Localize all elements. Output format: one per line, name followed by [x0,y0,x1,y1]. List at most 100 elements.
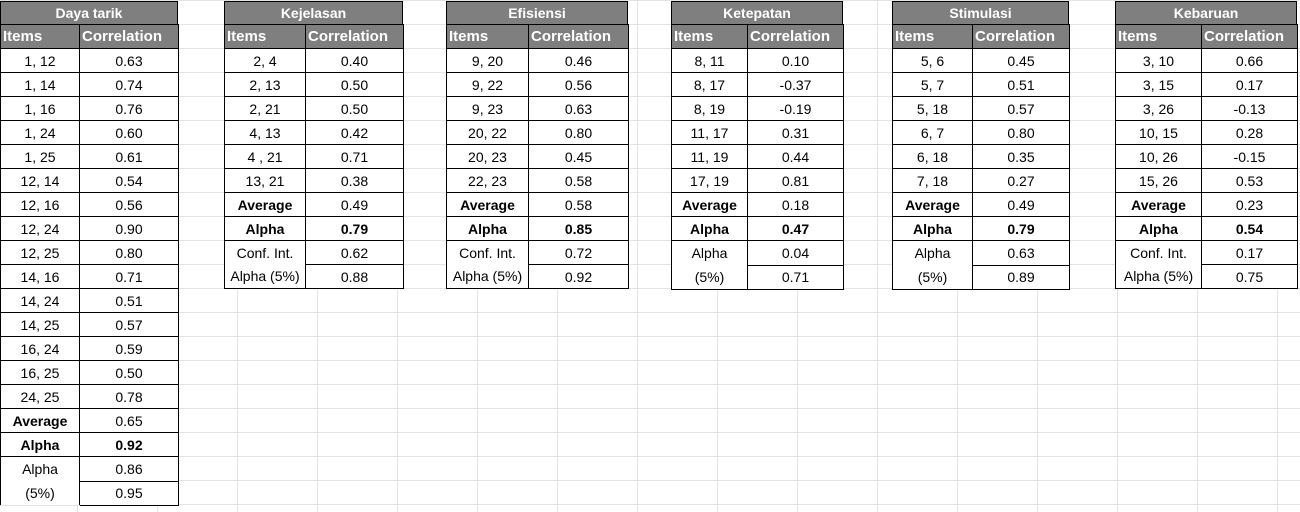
correlation-cell[interactable]: 0.59 [79,336,179,361]
correlation-cell[interactable]: 0.57 [972,96,1070,121]
alpha-value[interactable]: 0.54 [1201,216,1298,241]
correlation-cell[interactable]: -0.19 [747,96,844,121]
items-cell[interactable]: 5, 18 [892,96,973,121]
correlation-cell[interactable]: 0.81 [747,168,844,193]
average-value[interactable]: 0.49 [972,192,1070,217]
correlation-cell[interactable]: -0.15 [1201,144,1298,169]
header-correlation[interactable]: Correlation [972,24,1070,49]
correlation-cell[interactable]: -0.37 [747,72,844,97]
items-cell[interactable]: 8, 17 [671,72,748,97]
header-items[interactable]: Items [671,24,748,49]
header-correlation[interactable]: Correlation [79,24,179,49]
alpha-value[interactable]: 0.85 [528,216,629,241]
header-correlation[interactable]: Correlation [1201,24,1298,49]
conf-high-value[interactable]: 0.75 [1201,264,1298,289]
average-value[interactable]: 0.23 [1201,192,1298,217]
items-cell[interactable]: 14, 24 [0,288,80,313]
average-value[interactable]: 0.58 [528,192,629,217]
items-cell[interactable]: 15, 26 [1115,168,1202,193]
items-cell[interactable]: 4, 13 [224,120,306,145]
items-cell[interactable]: 5, 7 [892,72,973,97]
correlation-cell[interactable]: 0.57 [79,312,179,337]
items-cell[interactable]: 16, 25 [0,360,80,385]
conf-label-1[interactable]: Conf. Int. [446,240,529,265]
items-cell[interactable]: 10, 15 [1115,120,1202,145]
items-cell[interactable]: 1, 24 [0,120,80,145]
correlation-cell[interactable]: 0.71 [79,264,179,289]
alpha-label[interactable]: Alpha [446,216,529,241]
alpha-label[interactable]: Alpha [892,216,973,241]
correlation-cell[interactable]: 0.44 [747,144,844,169]
alpha-value[interactable]: 0.79 [972,216,1070,241]
items-cell[interactable]: 8, 11 [671,48,748,73]
table-title[interactable]: Efisiensi [446,1,628,24]
average-value[interactable]: 0.49 [305,192,404,217]
items-cell[interactable]: 3, 15 [1115,72,1202,97]
table-title[interactable]: Stimulasi [892,1,1069,24]
items-cell[interactable]: 9, 22 [446,72,529,97]
conf-low-value[interactable]: 0.63 [972,240,1070,266]
correlation-cell[interactable]: 0.63 [79,48,179,73]
conf-low-value[interactable]: 0.72 [528,240,629,265]
table-title[interactable]: Daya tarik [0,1,178,24]
conf-high-value[interactable]: 0.95 [79,480,179,506]
average-label[interactable]: Average [446,192,529,217]
header-items[interactable]: Items [1115,24,1202,49]
items-cell[interactable]: 4 , 21 [224,144,306,169]
header-items[interactable]: Items [446,24,529,49]
correlation-cell[interactable]: 0.58 [528,168,629,193]
header-items[interactable]: Items [0,24,80,49]
items-cell[interactable]: 24, 25 [0,384,80,409]
correlation-cell[interactable]: 0.78 [79,384,179,409]
correlation-cell[interactable]: 0.31 [747,120,844,145]
items-cell[interactable]: 17, 19 [671,168,748,193]
correlation-cell[interactable]: 0.80 [972,120,1070,145]
correlation-cell[interactable]: 0.50 [79,360,179,385]
alpha-value[interactable]: 0.47 [747,216,844,241]
average-label[interactable]: Average [1115,192,1202,217]
average-label[interactable]: Average [0,408,80,433]
alpha-value[interactable]: 0.79 [305,216,404,241]
conf-label-cell[interactable]: Alpha (5%) [892,240,973,290]
conf-label-2[interactable]: Alpha (5%) [224,264,306,289]
conf-label-cell[interactable]: Alpha (5%) [671,240,748,290]
table-title[interactable]: Kejelasan [224,1,403,24]
items-cell[interactable]: 13, 21 [224,168,306,193]
conf-low-value[interactable]: 0.86 [79,456,179,482]
alpha-value[interactable]: 0.92 [79,432,179,457]
items-cell[interactable]: 22, 23 [446,168,529,193]
items-cell[interactable]: 12, 25 [0,240,80,265]
alpha-label[interactable]: Alpha [1115,216,1202,241]
conf-high-value[interactable]: 0.88 [305,264,404,289]
alpha-label[interactable]: Alpha [0,432,80,457]
items-cell[interactable]: 10, 26 [1115,144,1202,169]
conf-low-value[interactable]: 0.17 [1201,240,1298,265]
correlation-cell[interactable]: 0.17 [1201,72,1298,97]
items-cell[interactable]: 11, 17 [671,120,748,145]
items-cell[interactable]: 11, 19 [671,144,748,169]
items-cell[interactable]: 12, 24 [0,216,80,241]
header-correlation[interactable]: Correlation [747,24,844,49]
correlation-cell[interactable]: 0.53 [1201,168,1298,193]
average-label[interactable]: Average [892,192,973,217]
items-cell[interactable]: 6, 7 [892,120,973,145]
correlation-cell[interactable]: 0.71 [305,144,404,169]
average-label[interactable]: Average [671,192,748,217]
correlation-cell[interactable]: 0.40 [305,48,404,73]
correlation-cell[interactable]: 0.38 [305,168,404,193]
correlation-cell[interactable]: 0.51 [972,72,1070,97]
correlation-cell[interactable]: 0.35 [972,144,1070,169]
correlation-cell[interactable]: 0.50 [305,96,404,121]
conf-label-2[interactable]: Alpha (5%) [1115,264,1202,289]
conf-label-cell[interactable]: Alpha (5%) [0,456,80,506]
table-title[interactable]: Kebaruan [1115,1,1297,24]
conf-low-value[interactable]: 0.04 [747,240,844,266]
correlation-cell[interactable]: 0.80 [79,240,179,265]
items-cell[interactable]: 16, 24 [0,336,80,361]
items-cell[interactable]: 6, 18 [892,144,973,169]
items-cell[interactable]: 2, 4 [224,48,306,73]
items-cell[interactable]: 12, 16 [0,192,80,217]
table-title[interactable]: Ketepatan [671,1,843,24]
conf-high-value[interactable]: 0.92 [528,264,629,289]
correlation-cell[interactable]: 0.63 [528,96,629,121]
